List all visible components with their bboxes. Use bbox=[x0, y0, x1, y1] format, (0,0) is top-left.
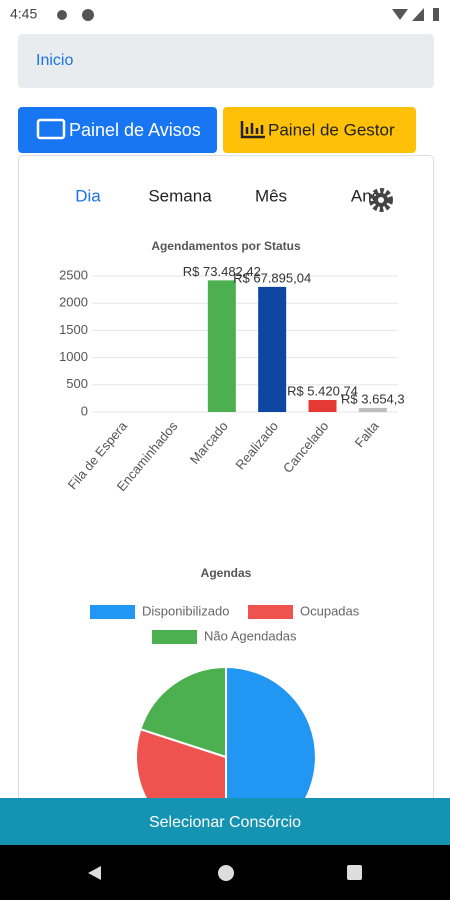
y-tick-label: 1000 bbox=[59, 349, 88, 364]
chart-title: Agendamentos por Status bbox=[151, 239, 301, 253]
bar bbox=[258, 286, 287, 412]
pie-slice bbox=[139, 665, 227, 759]
legend-swatch bbox=[248, 605, 293, 619]
nav-back[interactable] bbox=[88, 866, 101, 880]
legend-label: Ocupadas bbox=[300, 603, 360, 618]
bar-annotation: R$ 3.654,3 bbox=[341, 391, 405, 406]
settings-icon[interactable] bbox=[369, 188, 393, 212]
chart-title: Agendas bbox=[201, 566, 252, 580]
button[interactable] bbox=[223, 107, 416, 153]
battery-icon bbox=[433, 8, 439, 21]
gear-hole bbox=[378, 197, 384, 203]
breadcrumb bbox=[18, 34, 434, 88]
bar bbox=[358, 407, 387, 412]
bar-annotation: R$ 73.482,42 bbox=[183, 264, 261, 279]
button-icon bbox=[36, 118, 66, 140]
legend-swatch bbox=[90, 605, 135, 619]
signal-icon bbox=[412, 8, 424, 21]
button-label[interactable]: Painel de Avisos bbox=[69, 120, 201, 140]
legend-label: Disponibilizado bbox=[142, 603, 229, 618]
status-icon bbox=[82, 9, 94, 21]
nav-recent[interactable] bbox=[347, 865, 362, 880]
tab[interactable]: Mês bbox=[255, 186, 287, 205]
button[interactable] bbox=[18, 107, 217, 153]
button-label[interactable]: Painel de Gestor bbox=[268, 120, 395, 139]
footer-bar[interactable] bbox=[0, 798, 450, 845]
card bbox=[18, 155, 434, 900]
legend-swatch bbox=[152, 630, 197, 644]
nav-home[interactable] bbox=[218, 865, 234, 881]
breadcrumb-link[interactable]: Inicio bbox=[36, 52, 73, 69]
gear-teeth bbox=[369, 188, 393, 212]
y-tick-label: 2500 bbox=[59, 267, 88, 282]
footer-label[interactable]: Selecionar Consórcio bbox=[149, 814, 301, 831]
status-time: 4:45 bbox=[10, 6, 37, 22]
bar bbox=[207, 280, 236, 412]
status-icon bbox=[57, 10, 67, 20]
legend-label: Não Agendadas bbox=[204, 628, 297, 643]
wifi-icon bbox=[392, 9, 408, 20]
bar-annotation: R$ 67.895,04 bbox=[233, 270, 311, 285]
tab[interactable]: Semana bbox=[148, 186, 212, 205]
y-tick-label: 0 bbox=[81, 403, 88, 418]
button-icon bbox=[240, 121, 265, 139]
bar-annotation: R$ 5.420,74 bbox=[287, 383, 358, 398]
y-tick-label: 500 bbox=[66, 376, 88, 391]
y-tick-label: 1500 bbox=[59, 322, 88, 337]
tab-active[interactable]: Dia bbox=[75, 186, 101, 205]
bar bbox=[308, 400, 337, 412]
y-tick-label: 2000 bbox=[59, 295, 88, 310]
